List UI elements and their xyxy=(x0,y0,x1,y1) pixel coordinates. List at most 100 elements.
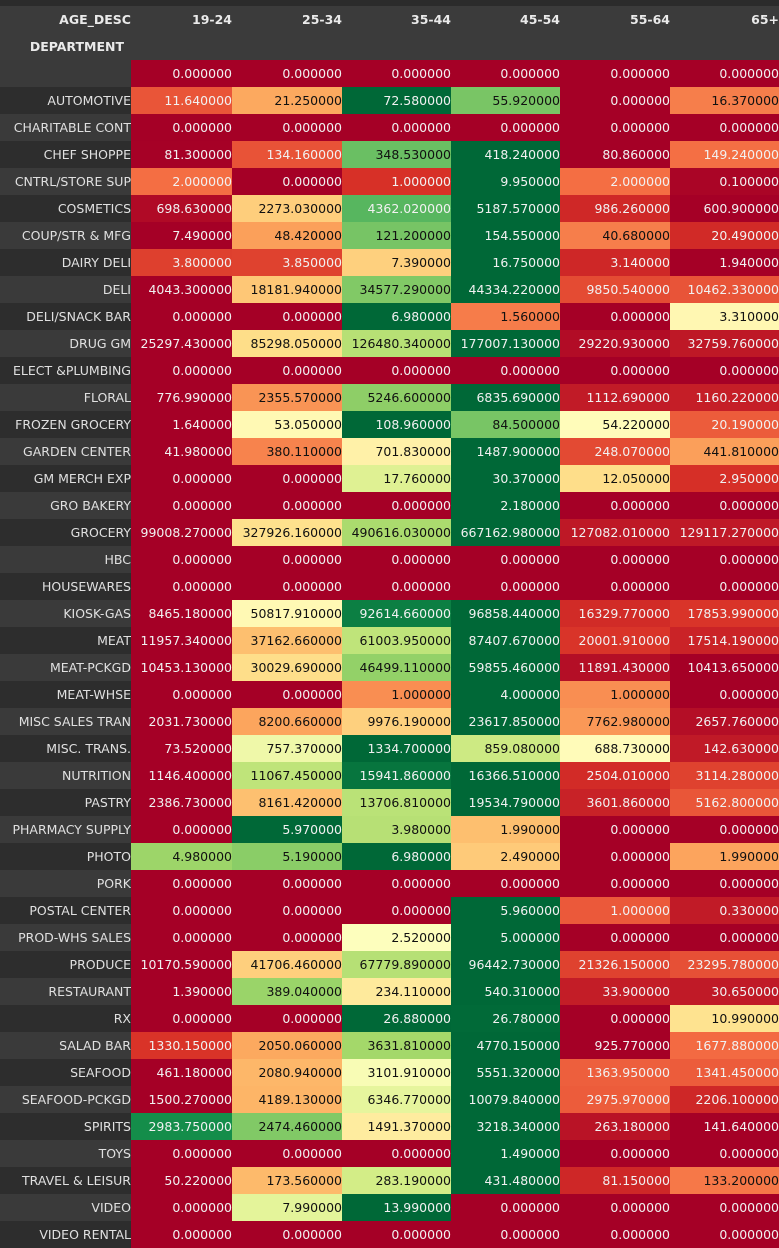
row-label: GARDEN CENTER xyxy=(0,438,131,465)
heat-cell: 667162.980000 xyxy=(451,519,560,546)
row-label: PHOTO xyxy=(0,843,131,870)
heat-cell: 431.480000 xyxy=(451,1167,560,1194)
table-row: MISC. TRANS. 73.520000 757.370000 1334.7000… xyxy=(0,735,779,762)
heat-cell: 25297.430000 xyxy=(131,330,232,357)
table-row: DELI 4043.300000 18181.940000 34577.290000 4… xyxy=(0,276,779,303)
heat-cell: 389.040000 xyxy=(232,978,342,1005)
heat-cell: 0.000000 xyxy=(670,60,779,87)
heat-cell: 2355.570000 xyxy=(232,384,342,411)
table-row: GARDEN CENTER 41.980000 380.110000 701.8300… xyxy=(0,438,779,465)
heat-cell: 12.050000 xyxy=(560,465,670,492)
heatmap-body: 0.000000 0.000000 0.000000 0.000000 0.000000… xyxy=(0,60,779,1248)
heat-cell: 0.000000 xyxy=(342,870,451,897)
heat-cell: 0.000000 xyxy=(451,60,560,87)
heat-cell: 0.000000 xyxy=(560,1221,670,1248)
table-row: KIOSK-GAS 8465.180000 50817.910000 92614.66… xyxy=(0,600,779,627)
heat-cell: 0.000000 xyxy=(451,114,560,141)
row-label: MISC SALES TRAN xyxy=(0,708,131,735)
row-label: NUTRITION xyxy=(0,762,131,789)
heat-cell: 8465.180000 xyxy=(131,600,232,627)
heat-cell: 0.000000 xyxy=(131,681,232,708)
heat-cell: 0.000000 xyxy=(560,573,670,600)
table-row: FROZEN GROCERY 1.640000 53.050000 108.96000… xyxy=(0,411,779,438)
column-header: 65+ xyxy=(670,6,779,33)
heat-cell: 0.000000 xyxy=(131,816,232,843)
row-label: PRODUCE xyxy=(0,951,131,978)
heat-cell: 757.370000 xyxy=(232,735,342,762)
heat-cell: 986.260000 xyxy=(560,195,670,222)
row-label: SALAD BAR xyxy=(0,1032,131,1059)
heat-cell: 0.000000 xyxy=(232,546,342,573)
heat-cell: 2.490000 xyxy=(451,843,560,870)
row-label: DELI/SNACK BAR xyxy=(0,303,131,330)
heat-cell: 0.000000 xyxy=(131,1194,232,1221)
heat-cell: 0.000000 xyxy=(232,303,342,330)
heat-cell: 380.110000 xyxy=(232,438,342,465)
row-label: DRUG GM xyxy=(0,330,131,357)
heat-cell: 5551.320000 xyxy=(451,1059,560,1086)
heat-cell: 0.000000 xyxy=(670,546,779,573)
heat-cell: 859.080000 xyxy=(451,735,560,762)
heat-cell: 0.000000 xyxy=(451,1194,560,1221)
table-row: DAIRY DELI 3.800000 3.850000 7.390000 16.750… xyxy=(0,249,779,276)
heat-cell: 5187.570000 xyxy=(451,195,560,222)
heat-cell: 0.000000 xyxy=(131,60,232,87)
heat-cell: 7762.980000 xyxy=(560,708,670,735)
table-row: AUTOMOTIVE 11.640000 21.250000 72.580000 55.… xyxy=(0,87,779,114)
table-row: PHARMACY SUPPLY 0.000000 5.970000 3.980000 1… xyxy=(0,816,779,843)
heat-cell: 1330.150000 xyxy=(131,1032,232,1059)
table-row: GRO BAKERY 0.000000 0.000000 0.000000 2.1800… xyxy=(0,492,779,519)
heat-cell: 59855.460000 xyxy=(451,654,560,681)
heat-cell: 1146.400000 xyxy=(131,762,232,789)
heat-cell: 5246.600000 xyxy=(342,384,451,411)
heat-cell: 81.150000 xyxy=(560,1167,670,1194)
heat-cell: 21326.150000 xyxy=(560,951,670,978)
heat-cell: 37162.660000 xyxy=(232,627,342,654)
heat-cell: 96442.730000 xyxy=(451,951,560,978)
heat-cell: 1.000000 xyxy=(560,897,670,924)
table-row: CHEF SHOPPE 81.300000 134.160000 348.530000… xyxy=(0,141,779,168)
heat-cell: 11067.450000 xyxy=(232,762,342,789)
column-header: 45-54 xyxy=(451,6,560,33)
column-header: 55-64 xyxy=(560,6,670,33)
heat-cell: 6.980000 xyxy=(342,303,451,330)
row-label: DELI xyxy=(0,276,131,303)
heat-cell: 0.000000 xyxy=(232,465,342,492)
heat-cell: 16329.770000 xyxy=(560,600,670,627)
heat-cell: 1.490000 xyxy=(451,1140,560,1167)
table-row: MEAT-PCKGD 10453.130000 30029.690000 46499.… xyxy=(0,654,779,681)
heat-cell: 418.240000 xyxy=(451,141,560,168)
heat-cell: 0.000000 xyxy=(560,816,670,843)
row-label: CHEF SHOPPE xyxy=(0,141,131,168)
heat-cell: 4.000000 xyxy=(451,681,560,708)
heat-cell: 0.000000 xyxy=(560,60,670,87)
heat-cell: 61003.950000 xyxy=(342,627,451,654)
row-label: MISC. TRANS. xyxy=(0,735,131,762)
heat-cell: 0.000000 xyxy=(342,546,451,573)
heat-cell: 10079.840000 xyxy=(451,1086,560,1113)
heat-cell: 2.000000 xyxy=(131,168,232,195)
heat-cell: 10413.650000 xyxy=(670,654,779,681)
table-row: GM MERCH EXP 0.000000 0.000000 17.760000 30.… xyxy=(0,465,779,492)
heat-cell: 0.000000 xyxy=(560,303,670,330)
row-label: MEAT-PCKGD xyxy=(0,654,131,681)
heat-cell: 30029.690000 xyxy=(232,654,342,681)
heat-cell: 0.000000 xyxy=(560,924,670,951)
heat-cell: 85298.050000 xyxy=(232,330,342,357)
table-row: MEAT-WHSE 0.000000 0.000000 1.000000 4.00000… xyxy=(0,681,779,708)
table-row: SEAFOOD 461.180000 2080.940000 3101.910000 5… xyxy=(0,1059,779,1086)
row-label: FLORAL xyxy=(0,384,131,411)
heat-cell: 3218.340000 xyxy=(451,1113,560,1140)
heat-cell: 41706.460000 xyxy=(232,951,342,978)
heat-cell: 0.000000 xyxy=(560,87,670,114)
row-label: KIOSK-GAS xyxy=(0,600,131,627)
heat-cell: 0.000000 xyxy=(560,492,670,519)
table-row: PASTRY 2386.730000 8161.420000 13706.810000… xyxy=(0,789,779,816)
heat-cell: 0.000000 xyxy=(232,60,342,87)
heat-cell: 1.000000 xyxy=(342,681,451,708)
heat-cell: 20001.910000 xyxy=(560,627,670,654)
heat-cell: 173.560000 xyxy=(232,1167,342,1194)
heat-cell: 0.000000 xyxy=(560,546,670,573)
heat-cell: 2386.730000 xyxy=(131,789,232,816)
heat-cell: 16.750000 xyxy=(451,249,560,276)
